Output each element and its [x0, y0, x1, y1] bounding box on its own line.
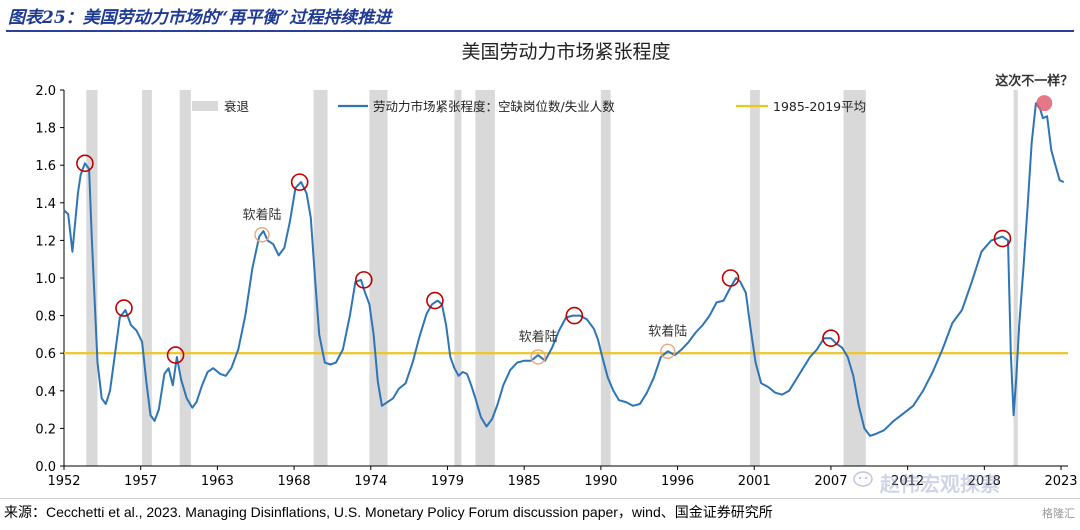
- figure-header: 图表25：美国劳动力市场的“再平衡”过程持续推进: [6, 2, 1074, 32]
- recession-band: [142, 90, 152, 466]
- x-tick-label: 1952: [47, 474, 80, 489]
- y-tick-label: 0.8: [35, 310, 56, 325]
- y-tick-label: 1.6: [35, 159, 56, 174]
- peak-marker: [822, 329, 840, 347]
- series-line: [63, 102, 1065, 437]
- peak-marker: [115, 299, 133, 317]
- peak-marker: [426, 291, 444, 310]
- y-tick-label: 0.2: [35, 422, 56, 437]
- recession-band: [179, 90, 191, 466]
- watermark-text: 赵伟宏观探索: [880, 472, 1000, 496]
- y-tick-label: 1.4: [35, 197, 56, 212]
- legend-label: 衰退: [224, 99, 250, 114]
- x-tick-label: 1979: [431, 474, 464, 489]
- figure-title: 图表25：美国劳动力市场的“再平衡”过程持续推进: [8, 8, 392, 28]
- recession-band: [86, 90, 98, 466]
- x-tick-label: 1974: [354, 474, 387, 489]
- recession-band: [1013, 90, 1018, 466]
- legend-label: 劳动力市场紧张程度：空缺岗位数/失业人数: [373, 99, 615, 114]
- corner-watermark: 格隆汇: [1042, 507, 1075, 520]
- x-tick-label: 2023: [1044, 474, 1077, 489]
- recession-band: [750, 90, 760, 466]
- y-tick-label: 2.0: [35, 84, 56, 99]
- source-note: 来源：Cecchetti et al., 2023. Managing Disi…: [4, 504, 773, 520]
- peak-marker: [76, 154, 94, 173]
- x-tick-label: 1996: [661, 474, 694, 489]
- x-tick-label: 1968: [278, 474, 311, 489]
- peak-marker: [355, 271, 373, 289]
- y-tick-label: 0.0: [35, 460, 56, 475]
- x-tick-label: 1985: [508, 474, 541, 489]
- source-divider: [0, 498, 1080, 499]
- wechat-icon: [853, 471, 873, 487]
- peak-marker: [166, 346, 185, 364]
- annotation-label: 软着陆: [243, 207, 282, 223]
- recession-band: [313, 90, 328, 466]
- soft-landing-marker: [660, 343, 676, 360]
- recession-band: [475, 90, 495, 466]
- x-tick-label: 1963: [201, 474, 234, 489]
- soft-landing-marker: [530, 349, 546, 365]
- legend-label: 1985-2019平均: [773, 99, 866, 114]
- y-tick-label: 1.2: [35, 234, 56, 249]
- soft-landing-marker: [254, 227, 270, 243]
- peak-marker: [290, 173, 309, 191]
- y-tick-label: 1.0: [35, 272, 56, 287]
- labor-tightness-chart: 美国劳动力市场紧张程度 0.0 0.2 0.4 0.6 0.8 1.0 1.2 1.4 1.6 1.…: [35, 41, 1077, 489]
- legend-swatch-recession: [192, 101, 218, 111]
- x-tick-label: 2012: [891, 474, 924, 489]
- x-tick-label: 2001: [738, 474, 771, 489]
- recession-band: [600, 90, 611, 466]
- y-tick-label: 1.8: [35, 122, 56, 137]
- peak-marker: [565, 306, 584, 325]
- recession-band: [454, 90, 462, 466]
- x-tick-label: 1957: [124, 474, 157, 489]
- recession-band: [843, 90, 866, 466]
- current-peak-marker: [1036, 95, 1053, 112]
- x-tick-label: 1990: [584, 474, 617, 489]
- annotation-label: 这次不一样？: [995, 73, 1073, 89]
- peak-marker: [721, 269, 740, 287]
- x-tick-label: 2018: [968, 474, 1001, 489]
- x-tick-label: 2007: [814, 474, 847, 489]
- recession-band: [369, 90, 388, 466]
- peak-marker: [993, 229, 1012, 248]
- y-tick-label: 0.4: [35, 385, 56, 400]
- y-tick-label: 0.6: [35, 347, 56, 362]
- annotation-label: 软着陆: [519, 329, 558, 345]
- chart-title: 美国劳动力市场紧张程度: [461, 41, 670, 63]
- annotation-label: 软着陆: [648, 323, 687, 339]
